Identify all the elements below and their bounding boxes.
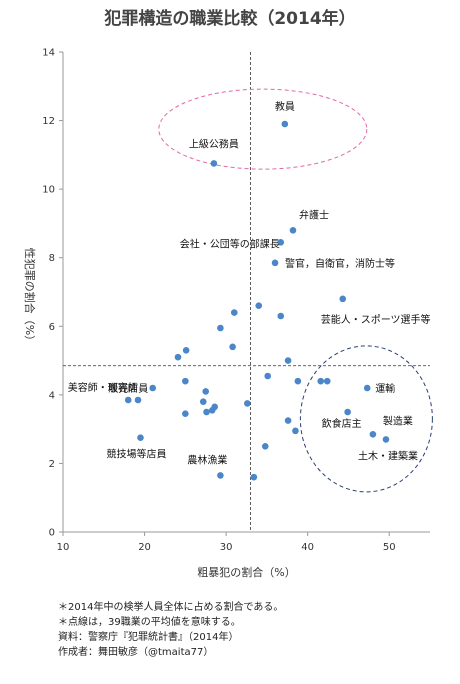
- data-point: [369, 430, 377, 438]
- data-point: [281, 120, 289, 128]
- y-tick-label: 14: [42, 48, 55, 59]
- data-point: [208, 406, 216, 414]
- data-point: [344, 408, 351, 416]
- data-point: [382, 436, 390, 443]
- data-point: [217, 324, 224, 332]
- data-point: [317, 377, 325, 385]
- data-point: [277, 312, 285, 320]
- scatter-chart: 犯罪構造の職業比較（2014年） 0 2 4 6 8 10 12 14 10 20 30 40 50 粗暴犯…: [23, 8, 433, 579]
- data-point: [182, 377, 189, 385]
- chart-title: 犯罪構造の職業比較（2014年）: [103, 8, 355, 29]
- point-label: 販売店員: [108, 382, 148, 395]
- data-point: [261, 442, 269, 450]
- data-point: [182, 410, 189, 418]
- point-label: 競技場等店員: [106, 448, 166, 461]
- note-line-2: ＊点線は，39職業の平均値を意味する。: [58, 617, 241, 628]
- data-point: [217, 472, 224, 479]
- data-point: [284, 417, 292, 424]
- y-tick-label: 10: [42, 185, 55, 196]
- data-point: [339, 295, 347, 303]
- data-point: [149, 384, 157, 392]
- point-label: 製造業: [383, 414, 413, 427]
- point-label: 教員: [275, 100, 295, 113]
- point-label: 飲食店主: [322, 417, 362, 430]
- data-point: [250, 473, 258, 481]
- data-point: [323, 377, 331, 385]
- notes: ＊2014年中の検挙人員全体に占める割合である。 ＊点線は，39職業の平均値を意…: [58, 600, 283, 660]
- ellipse-high-sexcrime: [158, 88, 368, 170]
- data-point: [229, 343, 236, 351]
- data-point: [294, 377, 302, 385]
- data-point: [277, 238, 285, 246]
- y-tick-label: 4: [49, 390, 55, 401]
- data-point: [271, 259, 279, 267]
- point-label: 芸能人・スポーツ選手等: [321, 313, 431, 326]
- x-tick-label: 10: [57, 542, 70, 553]
- y-tick-label: 12: [42, 116, 55, 127]
- data-point: [255, 302, 263, 310]
- point-label: 美容師・理容師: [68, 381, 138, 394]
- data-point: [284, 357, 292, 364]
- note-line-4: 作成者：舞田敏彦（@tmaita77）: [58, 647, 214, 658]
- point-label: 運輸: [375, 382, 395, 395]
- note-line-1: ＊2014年中の検挙人員全体に占める割合である。: [58, 602, 284, 613]
- x-tick-label: 30: [220, 542, 233, 553]
- data-point: [137, 434, 144, 442]
- ellipse-high-violent: [299, 345, 433, 493]
- data-point: [210, 160, 218, 167]
- point-label: 会社・公団等の部課長: [180, 237, 280, 250]
- data-point: [203, 408, 210, 416]
- data-point: [199, 398, 207, 406]
- x-tick-label: 40: [301, 542, 314, 553]
- y-axis-label: 性犯罪の割合（%）: [23, 248, 37, 346]
- point-label: 警官，自衛官，消防士等: [285, 257, 395, 270]
- data-point: [244, 400, 251, 407]
- point-label: 土木・建築業: [358, 449, 418, 462]
- y-tick-label: 6: [49, 322, 55, 333]
- data-point: [289, 226, 297, 234]
- data-point: [134, 396, 142, 404]
- data-point: [182, 346, 190, 354]
- data-point: [124, 396, 132, 404]
- data-point: [363, 384, 371, 392]
- point-label: 弁護士: [299, 208, 329, 221]
- x-tick-label: 50: [383, 542, 396, 553]
- point-label: 上級公務員: [189, 137, 239, 150]
- x-axis-label: 粗暴犯の割合（%）: [197, 565, 295, 579]
- note-line-3: 資料：警察庁『犯罪統計書』（2014年）: [58, 632, 239, 643]
- data-point: [230, 309, 238, 316]
- y-tick-label: 8: [49, 253, 55, 264]
- data-point: [202, 388, 210, 395]
- y-tick-label: 2: [49, 459, 55, 470]
- data-point: [292, 427, 299, 435]
- point-label: 農林漁業: [187, 453, 227, 466]
- data-point: [264, 372, 272, 380]
- x-tick-label: 20: [138, 542, 151, 553]
- y-tick-label: 0: [49, 528, 55, 539]
- data-point: [174, 353, 182, 361]
